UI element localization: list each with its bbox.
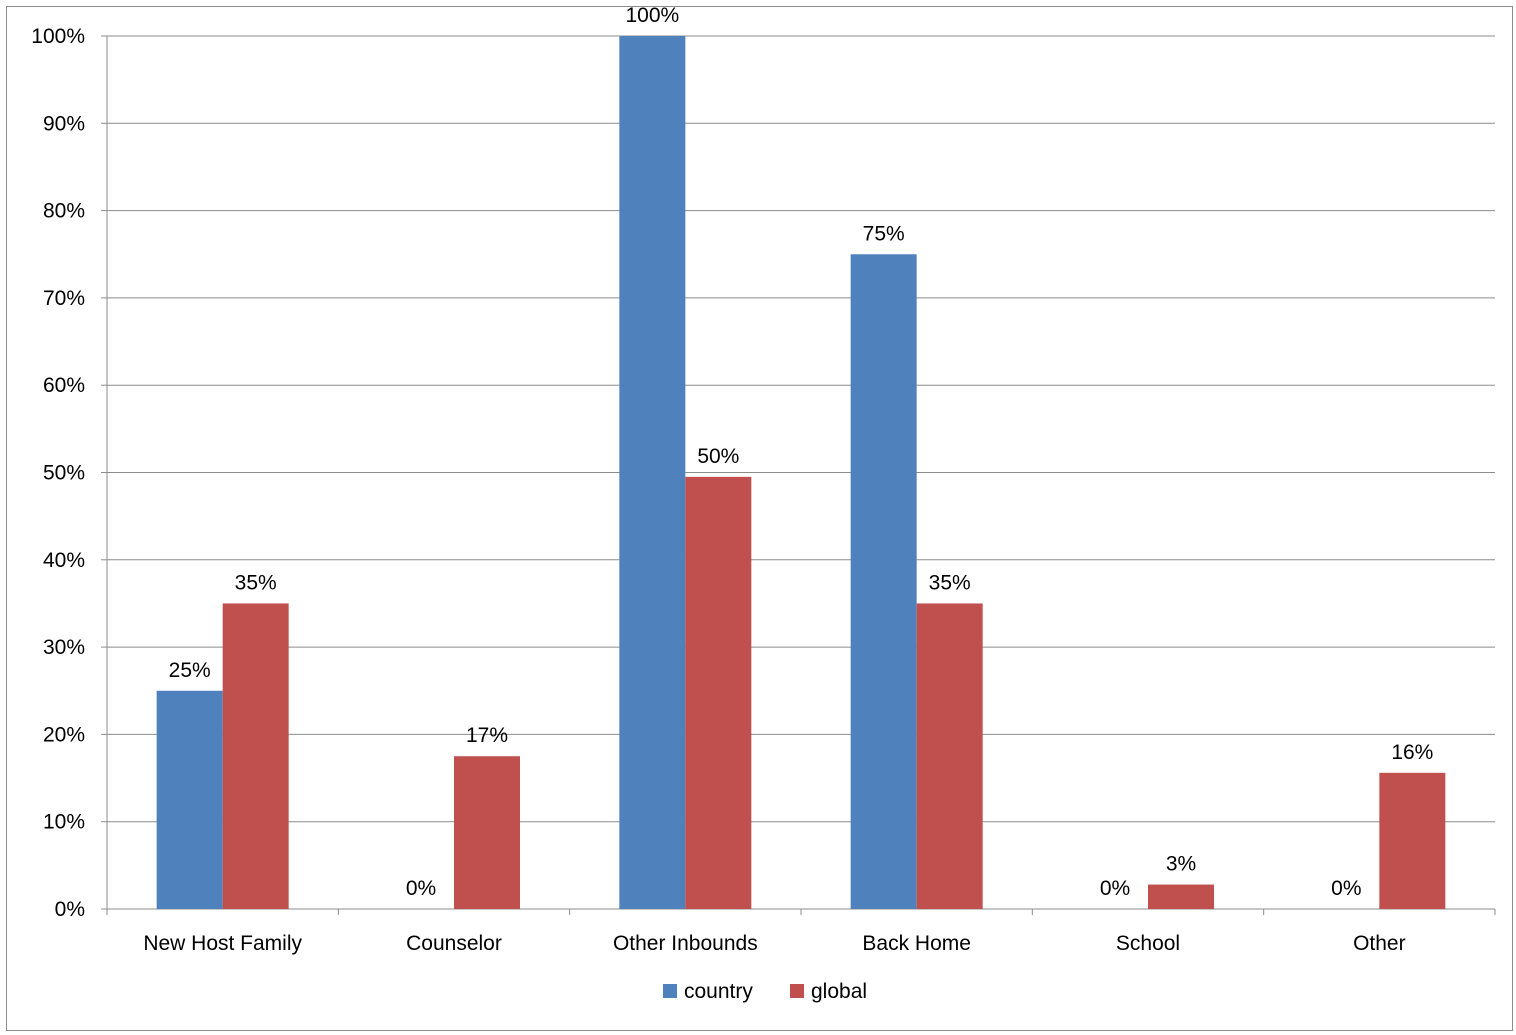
bar-global	[222, 603, 289, 909]
data-label-country: 0%	[406, 877, 436, 900]
y-tick-label: 70%	[43, 287, 85, 310]
y-tick-label: 10%	[43, 811, 85, 834]
bar-country	[619, 36, 686, 909]
x-category-label: Back Home	[862, 932, 971, 955]
data-label-country: 25%	[169, 659, 211, 682]
bar-global	[1148, 884, 1214, 909]
data-label-country: 0%	[1100, 877, 1130, 900]
bar-global	[1379, 772, 1446, 909]
y-tick-label: 40%	[43, 549, 85, 572]
legend-swatch-global	[790, 984, 804, 998]
y-tick-label: 60%	[43, 374, 85, 397]
y-tick-label: 0%	[55, 898, 85, 921]
x-category-label: School	[1116, 932, 1180, 955]
data-label-global: 35%	[235, 571, 277, 594]
bar-global	[685, 476, 752, 909]
x-category-label: Other	[1353, 932, 1406, 955]
data-label-global: 17%	[466, 724, 508, 747]
y-tick-label: 50%	[43, 462, 85, 485]
data-label-country: 0%	[1331, 877, 1361, 900]
legend-label-global: global	[811, 980, 867, 1003]
y-tick-label: 90%	[43, 112, 85, 135]
x-category-label: Counselor	[406, 932, 502, 955]
data-label-global: 35%	[929, 571, 971, 594]
y-tick-label: 100%	[31, 25, 85, 48]
bar-global	[454, 756, 520, 909]
bar-country	[850, 254, 917, 909]
y-tick-label: 30%	[43, 636, 85, 659]
data-label-country: 100%	[625, 4, 679, 27]
data-label-global: 50%	[697, 445, 739, 468]
x-category-label: Other Inbounds	[613, 932, 758, 955]
data-label-global: 3%	[1166, 853, 1196, 876]
x-category-label: New Host Family	[143, 932, 302, 955]
legend-swatch-country	[663, 984, 677, 998]
y-tick-label: 80%	[43, 200, 85, 223]
legend-label-country: country	[684, 980, 753, 1003]
y-tick-label: 20%	[43, 723, 85, 746]
data-label-global: 16%	[1391, 741, 1433, 764]
bar-global	[916, 603, 983, 909]
bar-country	[156, 690, 223, 909]
data-label-country: 75%	[863, 222, 905, 245]
